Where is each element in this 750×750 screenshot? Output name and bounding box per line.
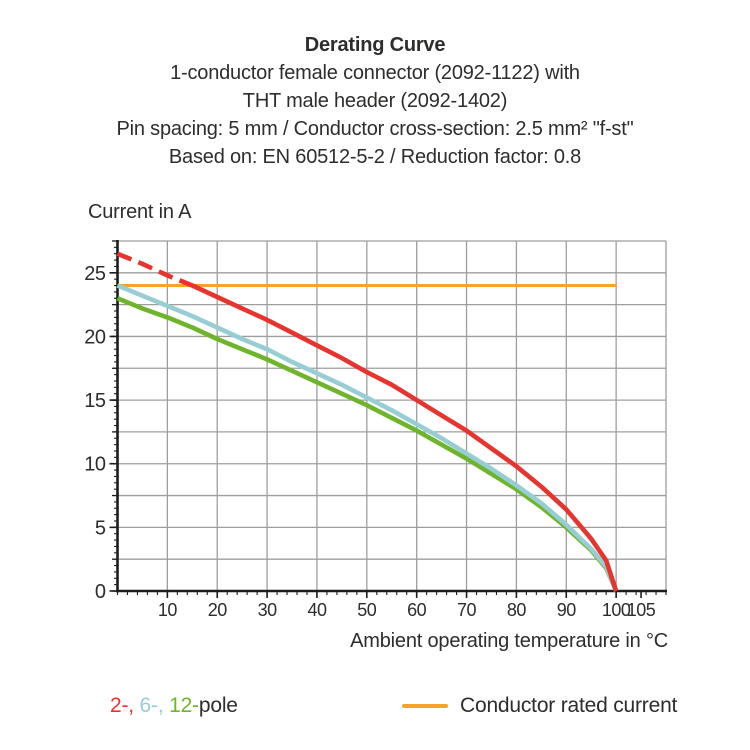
legend-pole-segment: 2-, xyxy=(110,694,134,717)
x-tick-label: 30 xyxy=(258,600,278,620)
x-tick-label: 105 xyxy=(627,600,656,620)
legend-rated-current: Conductor rated current xyxy=(402,694,677,718)
legend-pole-segment: 12- xyxy=(163,694,199,717)
series-12-pole xyxy=(116,296,619,592)
x-axis-title: Ambient operating temperature in °C xyxy=(350,630,668,652)
chart-title-block: Derating Curve 1-conductor female connec… xyxy=(0,31,750,171)
y-tick-label: 25 xyxy=(84,263,106,285)
y-tick-label: 10 xyxy=(84,454,106,476)
x-tick-label: 20 xyxy=(208,600,228,620)
x-tick-label: 90 xyxy=(557,600,577,620)
series-2-pole xyxy=(191,283,619,592)
x-tick-label: 80 xyxy=(507,600,527,620)
x-tick-label: 40 xyxy=(307,600,327,620)
legend-pole-segment: 6-, xyxy=(133,694,164,717)
y-axis-title: Current in A xyxy=(88,201,192,223)
x-tick-label: 100 xyxy=(602,600,631,620)
chart-subtitle-line-1: 1-conductor female connector (2092-1122)… xyxy=(170,62,580,84)
chart-subtitle-line-3: Pin spacing: 5 mm / Conductor cross-sect… xyxy=(116,118,634,140)
x-tick-label: 70 xyxy=(457,600,477,620)
x-tick-label: 60 xyxy=(407,600,427,620)
x-tick-label: 10 xyxy=(158,600,178,620)
legend-pole-segment: pole xyxy=(198,694,238,717)
chart-subtitle-line-4: Based on: EN 60512-5-2 / Reduction facto… xyxy=(168,146,582,168)
chart-subtitle-line-2: THT male header (2092-1402) xyxy=(242,90,508,112)
y-tick-label: 0 xyxy=(95,581,106,603)
chart-legend: 2-, 6-, 12-pole Conductor rated current xyxy=(0,694,750,724)
series-2-pole xyxy=(116,251,194,288)
orange-line-swatch xyxy=(402,704,448,708)
y-tick-label: 15 xyxy=(84,390,106,412)
x-tick-label: 50 xyxy=(357,600,377,620)
legend-rated-current-label: Conductor rated current xyxy=(460,694,678,717)
y-tick-label: 5 xyxy=(95,517,106,539)
legend-pole-labels: 2-, 6-, 12-pole xyxy=(110,694,238,718)
series-6-pole xyxy=(116,283,619,592)
chart-title: Derating Curve xyxy=(304,34,446,56)
y-tick-label: 20 xyxy=(84,326,106,348)
